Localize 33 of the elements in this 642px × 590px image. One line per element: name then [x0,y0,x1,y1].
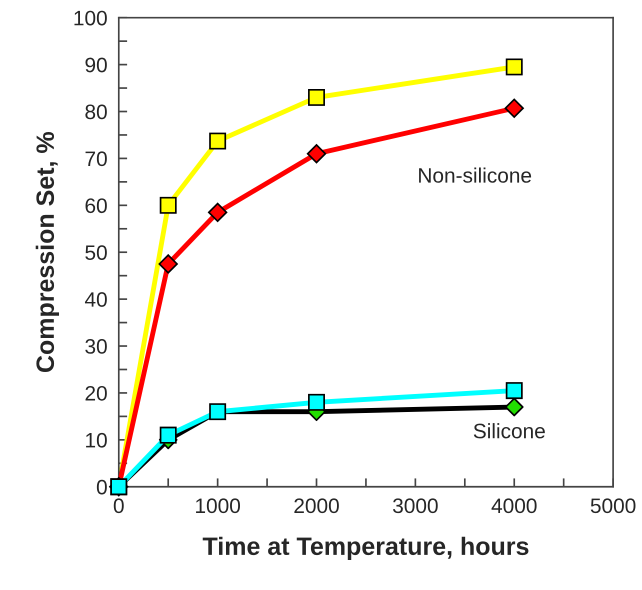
point [209,132,226,150]
point [208,202,228,222]
point [504,398,524,416]
point [506,382,523,400]
y-tick-label: 80 [85,104,107,120]
x-tick-label: 4000 [492,498,537,514]
y-tick-label: 100 [74,10,107,26]
y-tick-label: 30 [85,339,107,354]
annotation: Non-silicone [419,167,532,183]
x-tick-label: 2000 [294,498,339,514]
point [308,394,325,411]
y-tick-label: 10 [86,432,107,448]
point [158,254,178,274]
point [306,144,326,164]
x-tick-label: 3000 [393,498,438,514]
y-tick-label: 60 [86,198,107,214]
x-tick-label: 0 [114,498,124,514]
y-tick-label: 40 [84,292,107,307]
point [506,58,523,76]
point [504,98,524,118]
x-axis-title: Time at Temperature, hours [202,536,528,560]
y-axis-title: Compression Set, % [36,132,60,372]
point [160,196,177,214]
annotation: Silicone [474,423,545,438]
y-tick-label: 0 [96,480,107,495]
y-tick-label: 20 [86,386,107,401]
x-tick-label: 1000 [196,498,240,514]
y-tick-label: 90 [85,58,107,72]
point [308,88,325,106]
y-tick-label: 70 [86,151,107,166]
x-tick-label: 5000 [590,498,636,514]
point [160,426,177,444]
y-tick-label: 50 [85,245,107,260]
